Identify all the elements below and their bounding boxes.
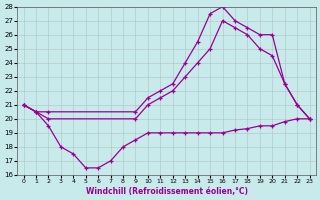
X-axis label: Windchill (Refroidissement éolien,°C): Windchill (Refroidissement éolien,°C) — [85, 187, 248, 196]
